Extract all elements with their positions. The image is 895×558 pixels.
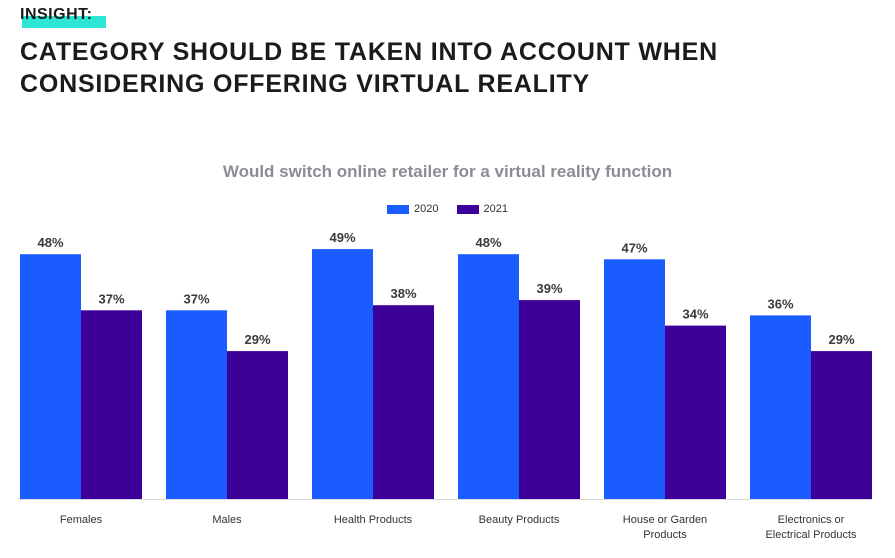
data-label-2021-3: 39% <box>536 281 562 296</box>
category-label-1: Males <box>212 514 242 526</box>
data-label-2020-2: 49% <box>329 230 355 245</box>
data-label-2020-1: 37% <box>183 291 209 306</box>
insight-tag: INSIGHT: <box>20 6 106 28</box>
category-label-0: Females <box>60 514 103 526</box>
tag-highlight <box>22 16 106 28</box>
headline-line-1: CATEGORY SHOULD BE TAKEN INTO ACCOUNT WH… <box>20 38 718 66</box>
category-label-3: Beauty Products <box>479 514 560 526</box>
bar-2021-5 <box>811 351 872 499</box>
data-label-2021-4: 34% <box>682 307 708 322</box>
data-label-2021-0: 37% <box>98 291 124 306</box>
bar-2021-2 <box>373 305 434 499</box>
bar-2020-0 <box>20 254 81 499</box>
chart-title: Would switch online retailer for a virtu… <box>222 162 673 181</box>
bar-2020-3 <box>458 254 519 499</box>
bar-2021-1 <box>227 351 288 499</box>
data-label-2020-0: 48% <box>37 235 63 250</box>
category-label-4: Products <box>643 529 687 541</box>
bar-2020-2 <box>312 249 373 499</box>
legend-swatch-2020 <box>387 204 410 214</box>
legend-label-2021: 2021 <box>483 203 508 215</box>
data-label-2020-4: 47% <box>621 240 647 255</box>
data-label-2021-5: 29% <box>828 332 854 347</box>
bar-2021-3 <box>519 300 580 499</box>
category-label-4: House or Garden <box>623 514 707 526</box>
data-label-2020-3: 48% <box>475 235 501 250</box>
bar-2020-5 <box>750 315 811 499</box>
category-label-5: Electronics or <box>778 514 845 526</box>
legend-swatch-2021 <box>456 204 479 214</box>
category-label-2: Health Products <box>334 514 413 526</box>
bar-2021-0 <box>81 310 142 499</box>
data-label-2021-2: 38% <box>390 286 416 301</box>
legend-label-2020: 2020 <box>414 203 439 215</box>
legend-item-2020: 2020 <box>387 203 439 215</box>
bar-2021-4 <box>665 325 726 499</box>
data-label-2021-1: 29% <box>244 332 270 347</box>
insight-label: INSIGHT: <box>20 6 93 23</box>
chart-legend: 2020 2021 <box>0 203 895 215</box>
data-label-2020-5: 36% <box>767 296 793 311</box>
headline-line-2: CONSIDERING OFFERING VIRTUAL REALITY <box>20 70 591 98</box>
page-title: CATEGORY SHOULD BE TAKEN INTO ACCOUNT WH… <box>20 36 718 100</box>
category-label-5: Electrical Products <box>765 529 857 541</box>
bar-2020-1 <box>166 310 227 499</box>
bar-2020-4 <box>604 259 665 499</box>
legend-item-2021: 2021 <box>456 203 508 215</box>
